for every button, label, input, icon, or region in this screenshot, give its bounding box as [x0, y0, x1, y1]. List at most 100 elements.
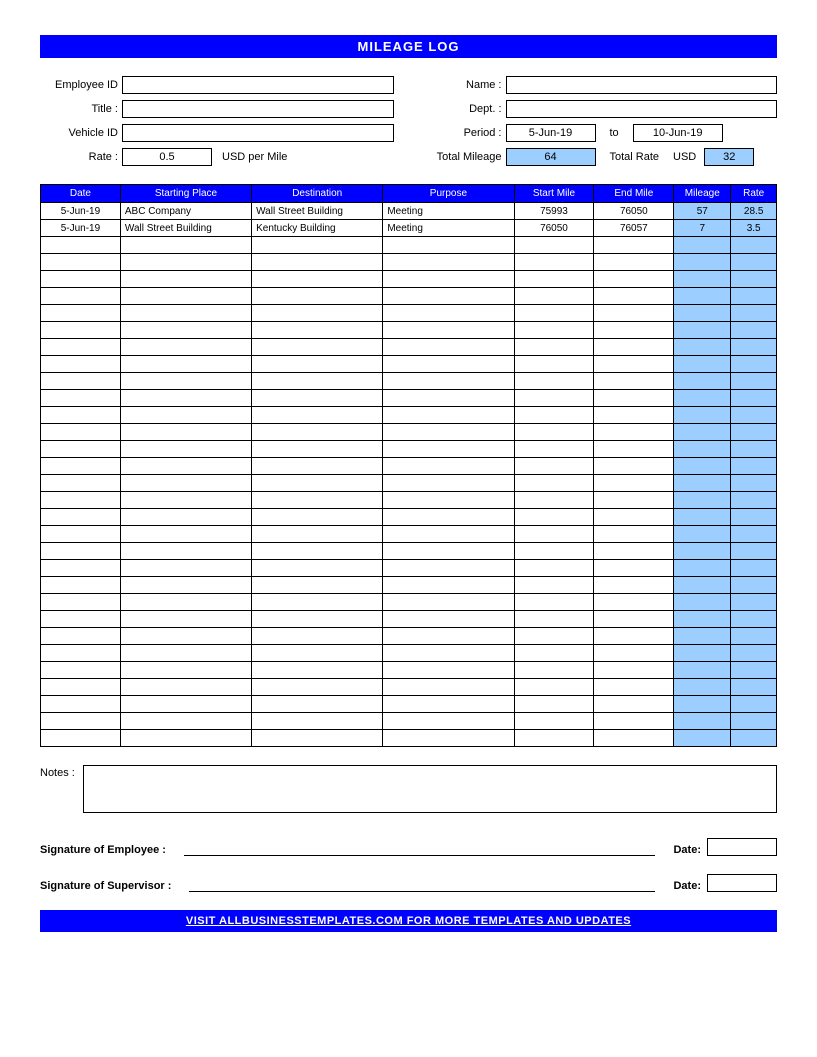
cell-start-mile[interactable] — [514, 458, 594, 475]
cell-end-mile[interactable] — [594, 475, 674, 492]
table-row[interactable] — [41, 628, 777, 645]
cell-destination[interactable] — [252, 645, 383, 662]
cell-destination[interactable] — [252, 441, 383, 458]
cell-purpose[interactable] — [383, 254, 514, 271]
table-row[interactable] — [41, 237, 777, 254]
cell-purpose[interactable] — [383, 526, 514, 543]
cell-end-mile[interactable] — [594, 373, 674, 390]
cell-starting-place[interactable] — [120, 594, 251, 611]
cell-starting-place[interactable] — [120, 560, 251, 577]
period-from-input[interactable]: 5-Jun-19 — [506, 124, 596, 142]
cell-date[interactable] — [41, 237, 121, 254]
cell-date[interactable] — [41, 560, 121, 577]
cell-destination[interactable] — [252, 254, 383, 271]
cell-date[interactable] — [41, 577, 121, 594]
cell-destination[interactable] — [252, 696, 383, 713]
cell-starting-place[interactable] — [120, 713, 251, 730]
cell-date[interactable] — [41, 594, 121, 611]
cell-end-mile[interactable] — [594, 424, 674, 441]
cell-date[interactable]: 5-Jun-19 — [41, 220, 121, 237]
cell-purpose[interactable] — [383, 713, 514, 730]
cell-start-mile[interactable] — [514, 441, 594, 458]
cell-destination[interactable] — [252, 458, 383, 475]
cell-start-mile[interactable] — [514, 254, 594, 271]
table-row[interactable] — [41, 526, 777, 543]
cell-date[interactable] — [41, 492, 121, 509]
cell-end-mile[interactable] — [594, 662, 674, 679]
cell-start-mile[interactable] — [514, 390, 594, 407]
cell-purpose[interactable] — [383, 424, 514, 441]
cell-date[interactable] — [41, 458, 121, 475]
cell-destination[interactable] — [252, 475, 383, 492]
cell-purpose[interactable] — [383, 577, 514, 594]
cell-start-mile[interactable] — [514, 424, 594, 441]
table-row[interactable] — [41, 679, 777, 696]
cell-purpose[interactable] — [383, 237, 514, 254]
cell-starting-place[interactable] — [120, 356, 251, 373]
cell-date[interactable] — [41, 509, 121, 526]
cell-destination[interactable] — [252, 356, 383, 373]
cell-start-mile[interactable] — [514, 475, 594, 492]
vehicle-id-input[interactable] — [122, 124, 394, 142]
cell-date[interactable] — [41, 373, 121, 390]
cell-date[interactable] — [41, 339, 121, 356]
cell-start-mile[interactable] — [514, 730, 594, 747]
cell-purpose[interactable] — [383, 407, 514, 424]
cell-end-mile[interactable] — [594, 305, 674, 322]
cell-starting-place[interactable] — [120, 305, 251, 322]
cell-purpose[interactable] — [383, 543, 514, 560]
cell-purpose[interactable] — [383, 662, 514, 679]
cell-starting-place[interactable] — [120, 645, 251, 662]
cell-purpose[interactable] — [383, 390, 514, 407]
cell-end-mile[interactable] — [594, 679, 674, 696]
cell-end-mile[interactable] — [594, 696, 674, 713]
cell-destination[interactable] — [252, 407, 383, 424]
table-row[interactable] — [41, 509, 777, 526]
cell-purpose[interactable] — [383, 305, 514, 322]
cell-end-mile[interactable] — [594, 339, 674, 356]
cell-start-mile[interactable] — [514, 407, 594, 424]
table-row[interactable] — [41, 441, 777, 458]
cell-starting-place[interactable] — [120, 458, 251, 475]
table-row[interactable] — [41, 322, 777, 339]
cell-date[interactable] — [41, 305, 121, 322]
cell-purpose[interactable] — [383, 271, 514, 288]
cell-date[interactable]: 5-Jun-19 — [41, 203, 121, 220]
cell-destination[interactable] — [252, 424, 383, 441]
cell-end-mile[interactable] — [594, 322, 674, 339]
cell-start-mile[interactable] — [514, 305, 594, 322]
table-row[interactable] — [41, 424, 777, 441]
table-row[interactable] — [41, 560, 777, 577]
cell-purpose[interactable] — [383, 696, 514, 713]
cell-destination[interactable] — [252, 271, 383, 288]
table-row[interactable] — [41, 492, 777, 509]
footer-link[interactable]: VISIT ALLBUSINESSTEMPLATES.COM FOR MORE … — [40, 910, 777, 932]
cell-end-mile[interactable] — [594, 237, 674, 254]
cell-starting-place[interactable]: Wall Street Building — [120, 220, 251, 237]
cell-starting-place[interactable] — [120, 611, 251, 628]
period-to-input[interactable]: 10-Jun-19 — [633, 124, 723, 142]
cell-date[interactable] — [41, 356, 121, 373]
employee-date-input[interactable] — [707, 838, 777, 856]
cell-start-mile[interactable] — [514, 271, 594, 288]
table-row[interactable] — [41, 696, 777, 713]
dept-input[interactable] — [506, 100, 778, 118]
cell-end-mile[interactable] — [594, 288, 674, 305]
cell-starting-place[interactable] — [120, 696, 251, 713]
cell-purpose[interactable] — [383, 492, 514, 509]
table-row[interactable] — [41, 543, 777, 560]
cell-starting-place[interactable] — [120, 373, 251, 390]
cell-purpose[interactable] — [383, 594, 514, 611]
cell-starting-place[interactable] — [120, 475, 251, 492]
table-row[interactable] — [41, 254, 777, 271]
cell-start-mile[interactable] — [514, 628, 594, 645]
cell-date[interactable] — [41, 713, 121, 730]
cell-starting-place[interactable] — [120, 407, 251, 424]
cell-purpose[interactable]: Meeting — [383, 220, 514, 237]
cell-date[interactable] — [41, 543, 121, 560]
cell-start-mile[interactable] — [514, 237, 594, 254]
table-row[interactable] — [41, 611, 777, 628]
table-row[interactable] — [41, 577, 777, 594]
cell-end-mile[interactable] — [594, 509, 674, 526]
cell-end-mile[interactable] — [594, 390, 674, 407]
